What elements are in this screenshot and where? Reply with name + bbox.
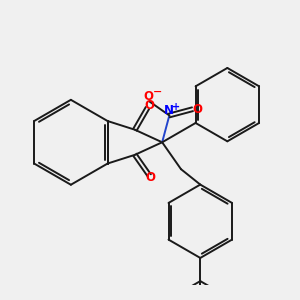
Text: O: O xyxy=(193,103,203,116)
Text: −: − xyxy=(153,87,162,97)
Text: N: N xyxy=(164,103,174,116)
Text: O: O xyxy=(146,171,156,184)
Text: O: O xyxy=(143,90,153,103)
Text: +: + xyxy=(172,102,180,112)
Text: O: O xyxy=(144,99,154,112)
